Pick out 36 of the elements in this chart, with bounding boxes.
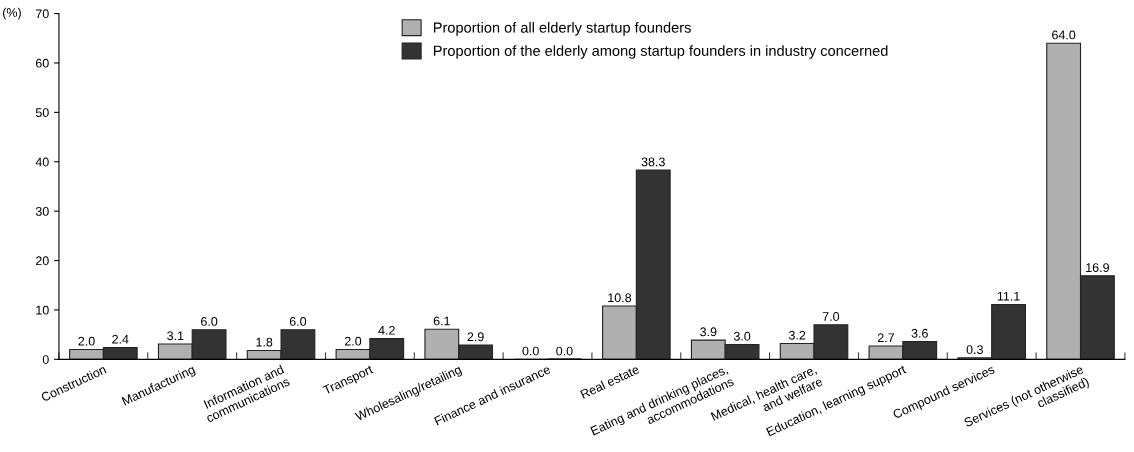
data-label: 6.1 [433,316,450,326]
y-tick-label: 10 [36,305,49,315]
data-label: 2.9 [467,332,484,342]
y-tick-label: 70 [35,9,49,19]
y-tick-label: 60 [35,58,49,68]
data-label: 3.2 [788,330,806,340]
data-label: 6.0 [289,316,307,326]
data-label: 38.3 [641,157,665,167]
y-tick-label: 40 [35,157,49,167]
y-tick-label: 50 [35,108,49,118]
data-label: 0.0 [556,346,573,356]
legend-label: Proportion of all elderly startup founders [433,22,691,36]
data-label: 7.0 [822,312,840,321]
data-label: 2.0 [344,336,362,346]
y-tick-label: 0 [42,355,49,364]
legend-label: Proportion of the elderly among startup founders in industry concerned [433,45,888,59]
data-label: 10.8 [608,293,632,303]
data-label: 11.1 [997,291,1020,301]
data-label: 2.7 [877,333,895,343]
data-label: 16.9 [1086,263,1109,272]
y-axis-title: (%) [3,7,21,20]
y-tick-label: 30 [35,206,49,216]
data-label: 0.3 [966,345,983,354]
data-label: 0.0 [522,346,539,356]
data-label: 4.2 [378,325,395,335]
data-label: 3.9 [700,327,717,337]
data-label: 3.0 [733,331,751,341]
data-label: 2.0 [78,336,95,346]
x-tick-label: Real estate [579,364,640,399]
data-label: 6.0 [201,316,218,326]
data-label: 64.0 [1052,30,1076,40]
y-tick-label: 20 [35,256,49,266]
data-label: 3.1 [167,331,184,341]
data-label: 1.8 [256,337,273,347]
data-label: 3.6 [911,328,928,338]
data-label: 2.4 [112,334,129,344]
